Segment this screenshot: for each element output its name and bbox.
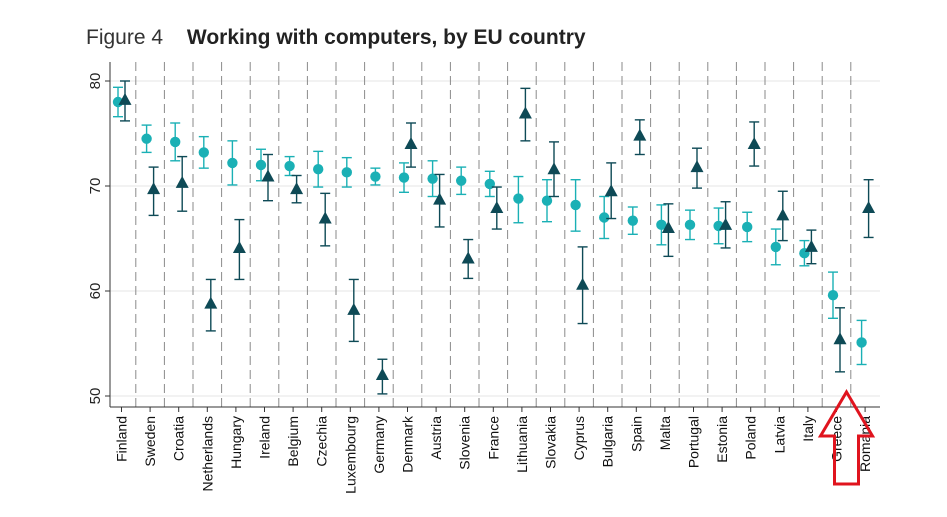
data-point-circle <box>770 241 781 253</box>
data-point-triangle <box>776 208 790 221</box>
data-point-triangle <box>461 251 475 264</box>
data-point-triangle <box>204 296 218 309</box>
figure-title: Figure 4 Working with computers, by EU c… <box>86 26 586 50</box>
data-point-triangle <box>719 217 733 230</box>
data-point-triangle <box>576 277 590 290</box>
data-point-triangle <box>232 240 246 253</box>
data-point-triangle <box>862 201 876 214</box>
data-point-triangle <box>118 92 132 105</box>
y-tick-label: 80 <box>87 73 104 90</box>
x-tick-label: Slovenia <box>457 416 473 470</box>
x-tick-label: Italy <box>800 416 816 442</box>
data-point-circle <box>284 160 295 172</box>
data-point-circle <box>599 212 610 223</box>
data-point-circle <box>198 147 209 158</box>
x-tick-label: Finland <box>114 416 130 462</box>
data-point-circle <box>141 133 152 144</box>
data-point-circle <box>541 195 553 206</box>
data-point-triangle <box>261 169 275 182</box>
data-point-triangle <box>375 368 389 380</box>
data-point-circle <box>170 136 181 148</box>
data-point-circle <box>456 175 467 186</box>
data-point-triangle <box>690 160 704 173</box>
x-tick-label: Greece <box>829 416 845 462</box>
annotation-arrow <box>817 389 876 486</box>
data-point-circle <box>627 215 638 226</box>
data-point-circle <box>856 337 867 348</box>
data-point-circle <box>255 159 267 171</box>
data-point-circle <box>570 199 581 211</box>
data-point-circle <box>827 290 839 301</box>
x-tick-label: Czechia <box>314 416 330 467</box>
x-tick-label: Malta <box>657 416 673 450</box>
data-point-triangle <box>490 201 504 214</box>
x-tick-label: Hungary <box>228 416 244 469</box>
data-point-triangle <box>547 162 561 175</box>
figure-label: Figure 4 <box>86 26 164 49</box>
x-tick-label: Spain <box>628 416 644 452</box>
data-point-triangle <box>633 128 647 141</box>
x-tick-label: Portugal <box>686 416 702 468</box>
data-point-triangle <box>290 182 304 195</box>
y-tick-label: 50 <box>87 388 104 405</box>
data-point-circle <box>656 219 667 231</box>
data-point-circle <box>398 172 410 183</box>
x-tick-label: Netherlands <box>199 416 215 492</box>
data-point-triangle <box>804 239 818 252</box>
x-tick-label: Croatia <box>171 416 187 461</box>
data-point-triangle <box>833 332 847 345</box>
data-point-triangle <box>661 221 675 233</box>
x-tick-label: Belgium <box>285 416 301 467</box>
data-point-circle <box>684 219 696 231</box>
chart-title: Working with computers, by EU country <box>186 26 586 49</box>
data-point-triangle <box>604 184 618 197</box>
data-point-circle <box>341 167 352 178</box>
y-tick-label: 60 <box>87 283 104 300</box>
data-point-triangle <box>747 137 761 149</box>
x-tick-label: Sweden <box>142 416 158 467</box>
data-point-circle <box>227 157 238 169</box>
x-tick-label: Slovakia <box>543 416 559 469</box>
x-tick-label: Ireland <box>257 416 273 459</box>
data-point-circle <box>313 164 324 175</box>
data-point-triangle <box>147 182 161 195</box>
x-tick-label: Germany <box>371 416 387 474</box>
x-tick-label: Lithuania <box>514 416 530 473</box>
x-tick-label: Austria <box>428 416 444 460</box>
data-point-triangle <box>404 137 418 149</box>
x-tick-label: Estonia <box>714 416 730 463</box>
x-tick-label: Latvia <box>771 416 787 454</box>
x-tick-label: Poland <box>743 416 759 460</box>
data-point-triangle <box>347 302 361 315</box>
data-point-triangle <box>433 192 447 205</box>
data-point-circle <box>742 221 753 233</box>
y-tick-label: 70 <box>87 178 104 195</box>
x-tick-label: Cyprus <box>571 416 587 460</box>
x-tick-label: France <box>485 416 501 460</box>
x-tick-label: Bulgaria <box>600 416 616 468</box>
data-point-triangle <box>175 175 189 188</box>
data-point-triangle <box>518 106 532 119</box>
data-point-triangle <box>318 211 332 224</box>
x-tick-label: Luxembourg <box>342 416 358 494</box>
data-point-circle <box>370 171 381 182</box>
x-tick-label: Denmark <box>400 415 416 473</box>
data-point-circle <box>513 193 524 204</box>
data-point-circle <box>427 173 438 184</box>
